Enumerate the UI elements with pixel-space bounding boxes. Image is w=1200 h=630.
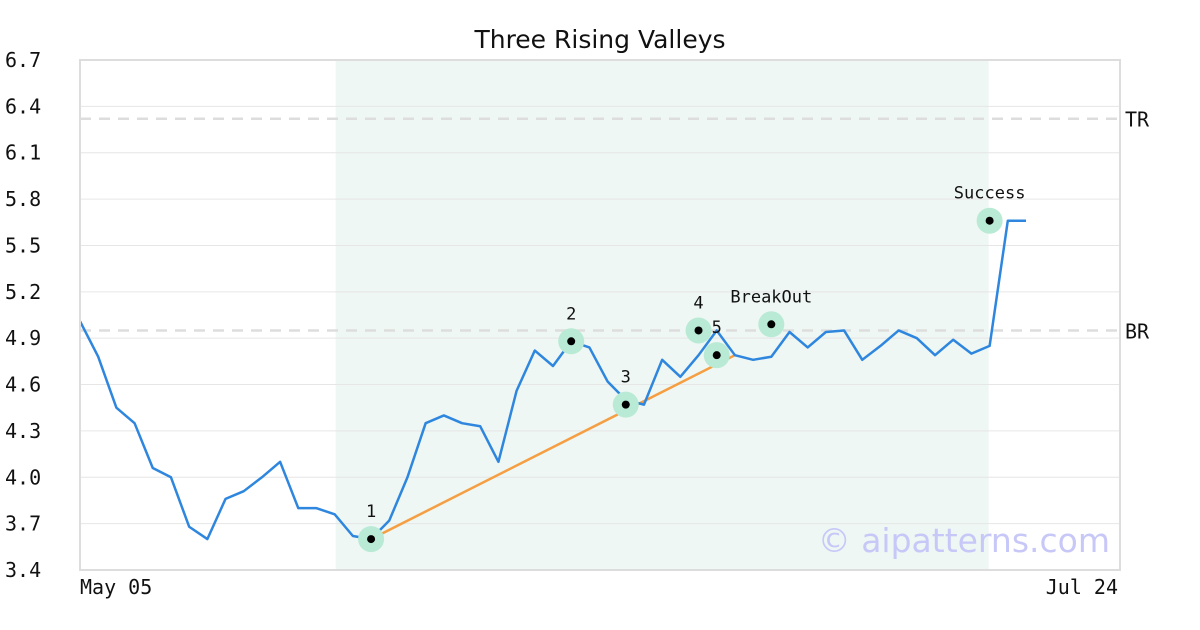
y-tick-label: 6.4 xyxy=(5,94,41,118)
y-tick-label: 5.8 xyxy=(5,187,41,211)
y-tick-label: 6.1 xyxy=(5,141,41,165)
plot-frame xyxy=(79,59,1121,571)
y-tick-label: 4.0 xyxy=(5,465,41,489)
marker-label: 1 xyxy=(366,502,376,522)
marker-dot xyxy=(367,535,376,544)
marker-dot xyxy=(567,337,576,346)
y-tick-label: 5.5 xyxy=(5,233,41,257)
y-tick-label: 5.2 xyxy=(5,280,41,304)
trendline xyxy=(370,354,736,541)
marker-label: BreakOut xyxy=(730,287,812,307)
y-tick-label: 6.7 xyxy=(5,48,41,72)
watermark: © aipatterns.com xyxy=(818,521,1110,560)
reference-line-label: TR xyxy=(1125,108,1150,132)
y-tick-label: 4.3 xyxy=(5,419,41,443)
x-tick-label: Jul 24 xyxy=(1046,575,1118,599)
y-axis-ticks: 3.4 3.7 4.0 4.3 4.6 4.9 5.2 5.5 5.8 6.1 6.4 6.7 xyxy=(5,48,41,582)
marker-label: 3 xyxy=(621,368,631,388)
y-tick-label: 3.7 xyxy=(5,512,41,536)
marker-label: Success xyxy=(954,184,1026,204)
reference-line-label: BR xyxy=(1125,319,1150,343)
y-tick-label: 4.6 xyxy=(5,373,41,397)
marker-dot xyxy=(712,351,721,360)
marker-label: 5 xyxy=(712,318,722,338)
price-series-line xyxy=(78,219,1026,541)
chart-title: Three Rising Valleys xyxy=(473,25,725,54)
marker-dot xyxy=(694,326,703,335)
y-tick-label: 4.9 xyxy=(5,326,41,350)
marker-label: 4 xyxy=(693,293,703,313)
reference-lines: TR BR xyxy=(80,108,1150,343)
marker-dot xyxy=(767,320,776,329)
y-tick-label: 3.4 xyxy=(5,558,41,582)
marker-dot xyxy=(985,216,994,225)
pattern-highlight-region xyxy=(335,60,989,570)
marker-label: 2 xyxy=(566,304,576,324)
x-tick-label: May 05 xyxy=(80,575,152,599)
pattern-markers: 1 2 3 45 BreakOut Success xyxy=(358,184,1026,553)
marker-dot xyxy=(621,400,630,409)
